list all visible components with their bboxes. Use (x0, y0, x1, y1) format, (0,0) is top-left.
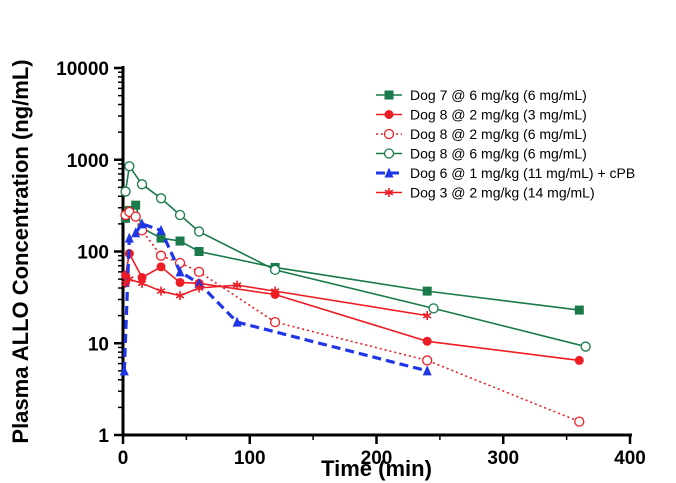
data-point (270, 286, 280, 296)
legend-label: Dog 6 @ 1 mg/kg (11 mg/mL) + cPB (410, 165, 635, 181)
data-point (137, 218, 147, 229)
x-tick-label: 300 (487, 448, 519, 469)
data-point (232, 280, 242, 290)
data-point (422, 311, 432, 321)
legend-marker (384, 110, 394, 119)
legend-label: Dog 8 @ 6 mg/kg (6 mg/mL) (410, 146, 587, 162)
series-1 (121, 200, 584, 315)
legend-entry: Dog 7 @ 6 mg/kg (6 mg/mL) (376, 87, 587, 103)
data-point (131, 200, 141, 210)
x-tick-label: 0 (118, 448, 129, 469)
series-line (125, 210, 580, 423)
data-point (137, 278, 147, 288)
legend-entry: Dog 8 @ 2 mg/kg (6 mg/mL) (376, 126, 587, 142)
y-tick-label: 1 (98, 426, 109, 447)
x-tick-label: 100 (234, 448, 266, 469)
data-point (580, 341, 591, 352)
data-point (175, 266, 185, 277)
legend-entry: Dog 8 @ 6 mg/kg (6 mg/mL) (376, 146, 587, 162)
data-point (232, 316, 242, 327)
y-tick-label: 10 (88, 334, 109, 355)
legend-entry: Dog 3 @ 2 mg/kg (14 mg/mL) (376, 185, 595, 201)
series-line (124, 203, 580, 311)
data-point (574, 416, 585, 427)
legend: Dog 7 @ 6 mg/kg (6 mg/mL) Dog 8 @ 2 mg/kg… (376, 87, 635, 201)
data-point (156, 233, 166, 243)
series-2 (121, 249, 584, 365)
series-5 (119, 218, 432, 376)
data-point (124, 161, 135, 172)
data-point (156, 286, 166, 296)
data-point (125, 274, 134, 284)
data-point (124, 232, 134, 243)
data-point (194, 283, 204, 293)
series-6 (121, 274, 432, 321)
data-point (175, 236, 185, 246)
data-point (174, 209, 186, 221)
y-tick-label: 100 (77, 243, 109, 264)
data-point (119, 365, 129, 376)
data-point (137, 273, 147, 283)
data-point (422, 336, 432, 346)
data-point (194, 277, 204, 288)
x-axis-title: Time (min) (321, 456, 432, 481)
data-point (130, 211, 141, 222)
data-point (269, 264, 281, 276)
x-tick-label: 400 (614, 448, 646, 469)
data-point (155, 193, 167, 204)
legend-marker (384, 167, 394, 178)
data-point (156, 262, 166, 272)
data-point (136, 179, 148, 190)
data-point (193, 226, 205, 237)
data-point (574, 305, 584, 315)
legend-entry: Dog 6 @ 1 mg/kg (11 mg/mL) + cPB (376, 165, 635, 181)
data-point (194, 247, 204, 256)
legend-label: Dog 8 @ 2 mg/kg (6 mg/mL) (410, 126, 587, 142)
data-point (121, 278, 130, 288)
legend-label: Dog 3 @ 2 mg/kg (14 mg/mL) (410, 185, 595, 201)
legend-label: Dog 8 @ 2 mg/kg (3 mg/mL) (410, 107, 587, 123)
data-point (156, 224, 166, 235)
data-point (193, 266, 205, 278)
data-point (269, 316, 281, 328)
data-point (131, 227, 141, 238)
y-axis-title: Plasma ALLO Concentration (ng/mL) (8, 59, 33, 443)
legend-label: Dog 7 @ 6 mg/kg (6 mg/mL) (410, 87, 587, 103)
x-tick-label: 200 (361, 448, 393, 469)
series-layer (119, 161, 591, 427)
data-point (422, 355, 433, 366)
legend-marker (383, 128, 395, 140)
legend-entry: Dog 8 @ 2 mg/kg (3 mg/mL) (376, 107, 587, 123)
legend-marker (384, 90, 394, 100)
data-point (120, 186, 131, 197)
axes: 1 10 100 1000 10000 0 100 200 300 400 (56, 59, 646, 469)
series-4 (120, 161, 591, 352)
data-point (428, 303, 439, 314)
y-tick-label: 1000 (67, 151, 109, 172)
legend-marker (384, 188, 394, 197)
data-point (574, 355, 584, 365)
data-point (155, 250, 167, 261)
y-tick-label: 10000 (56, 59, 109, 80)
data-point (422, 365, 432, 376)
series-3 (120, 206, 585, 427)
data-point (175, 291, 185, 301)
data-point (175, 277, 185, 287)
data-point (422, 286, 432, 296)
legend-marker (383, 148, 395, 159)
